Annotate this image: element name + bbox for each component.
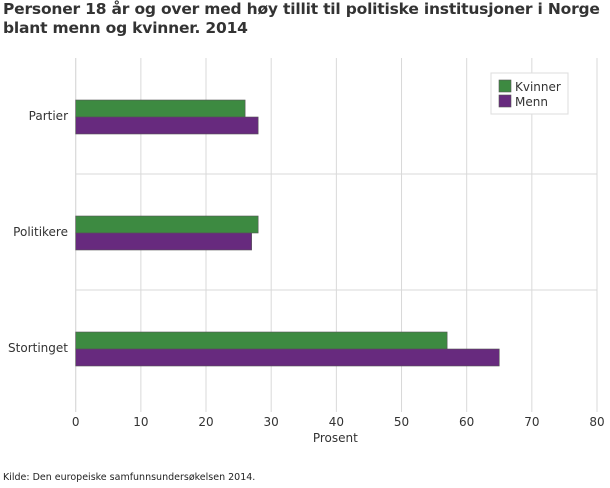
bar-kvinner bbox=[75, 215, 259, 234]
x-tick-label: 50 bbox=[394, 415, 409, 429]
y-tick-label: Partier bbox=[29, 109, 68, 123]
legend-label: Menn bbox=[515, 95, 548, 109]
legend-label: Kvinner bbox=[515, 80, 561, 94]
x-tick-label: 60 bbox=[459, 415, 474, 429]
bar-menn bbox=[75, 232, 252, 251]
x-tick-label: 10 bbox=[133, 415, 148, 429]
bar-kvinner bbox=[75, 99, 246, 118]
y-tick-label: Stortinget bbox=[8, 341, 68, 355]
x-tick-label: 70 bbox=[524, 415, 539, 429]
bar-menn bbox=[75, 348, 500, 367]
x-tick-label: 30 bbox=[264, 415, 279, 429]
legend-swatch bbox=[498, 79, 512, 93]
x-tick-label: 40 bbox=[329, 415, 344, 429]
bar-menn bbox=[75, 116, 259, 135]
x-axis-label: Prosent bbox=[313, 431, 358, 445]
legend-swatch bbox=[498, 94, 512, 108]
bar-kvinner bbox=[75, 331, 448, 350]
x-tick-label: 0 bbox=[72, 415, 80, 429]
x-tick-label: 80 bbox=[589, 415, 604, 429]
source-note: Kilde: Den europeiske samfunnsundersøkel… bbox=[3, 472, 256, 483]
y-tick-label: Politikere bbox=[13, 225, 68, 239]
x-tick-label: 20 bbox=[198, 415, 213, 429]
chart-title: Personer 18 år og over med høy tillit ti… bbox=[3, 0, 600, 37]
